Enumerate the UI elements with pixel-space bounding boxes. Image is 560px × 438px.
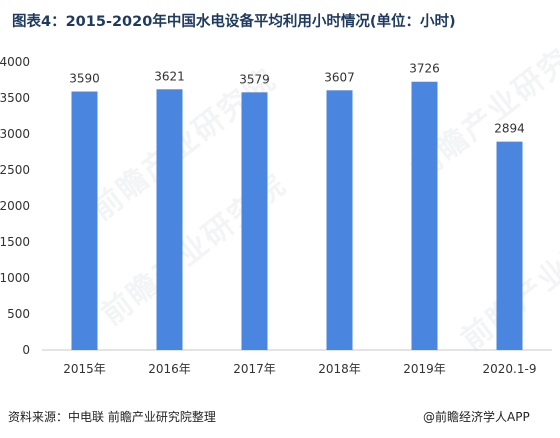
- x-tick-label: 2015年: [63, 362, 106, 376]
- y-tick-label: 0: [22, 343, 30, 357]
- x-tick-label: 2020.1-9: [483, 362, 537, 376]
- x-tick-label: 2019年: [403, 362, 446, 376]
- x-axis: 2015年 2016年 2017年 2018年 2019年 2020.1-9: [63, 362, 536, 376]
- bar: [241, 92, 268, 350]
- chart-title: 图表4：2015-2020年中国水电设备平均利用小时情况(单位：小时): [12, 14, 456, 30]
- y-tick-label: 500: [7, 307, 30, 321]
- bar: [156, 89, 183, 351]
- data-label: 3590: [69, 72, 100, 86]
- data-label: 3607: [324, 70, 355, 84]
- bars: [71, 81, 523, 351]
- data-label: 2894: [494, 122, 525, 136]
- bar: [411, 81, 438, 350]
- source-note: 资料来源：中电联 前瞻产业研究院整理: [8, 410, 216, 424]
- bar: [71, 91, 98, 351]
- y-tick-label: 1000: [0, 271, 30, 285]
- bar: [326, 90, 353, 351]
- y-tick-label: 3000: [0, 127, 30, 141]
- y-tick-label: 1500: [0, 235, 30, 249]
- y-tick-label: 4000: [0, 55, 30, 69]
- x-tick-label: 2017年: [233, 362, 276, 376]
- data-label: 3579: [239, 72, 270, 86]
- bar: [496, 141, 523, 350]
- data-label: 3726: [409, 62, 440, 76]
- brand-label: @前瞻经济学人APP: [423, 410, 530, 424]
- data-labels: 3590 3621 3579 3607 3726 2894: [69, 62, 525, 136]
- data-label: 3621: [154, 69, 185, 83]
- y-axis: 0 500 1000 1500 2000 2500 3000 3500 4000: [0, 55, 30, 357]
- y-tick-label: 3500: [0, 91, 30, 105]
- x-tick-label: 2018年: [318, 362, 361, 376]
- y-tick-label: 2500: [0, 163, 30, 177]
- x-tick-label: 2016年: [148, 362, 191, 376]
- y-tick-label: 2000: [0, 199, 30, 213]
